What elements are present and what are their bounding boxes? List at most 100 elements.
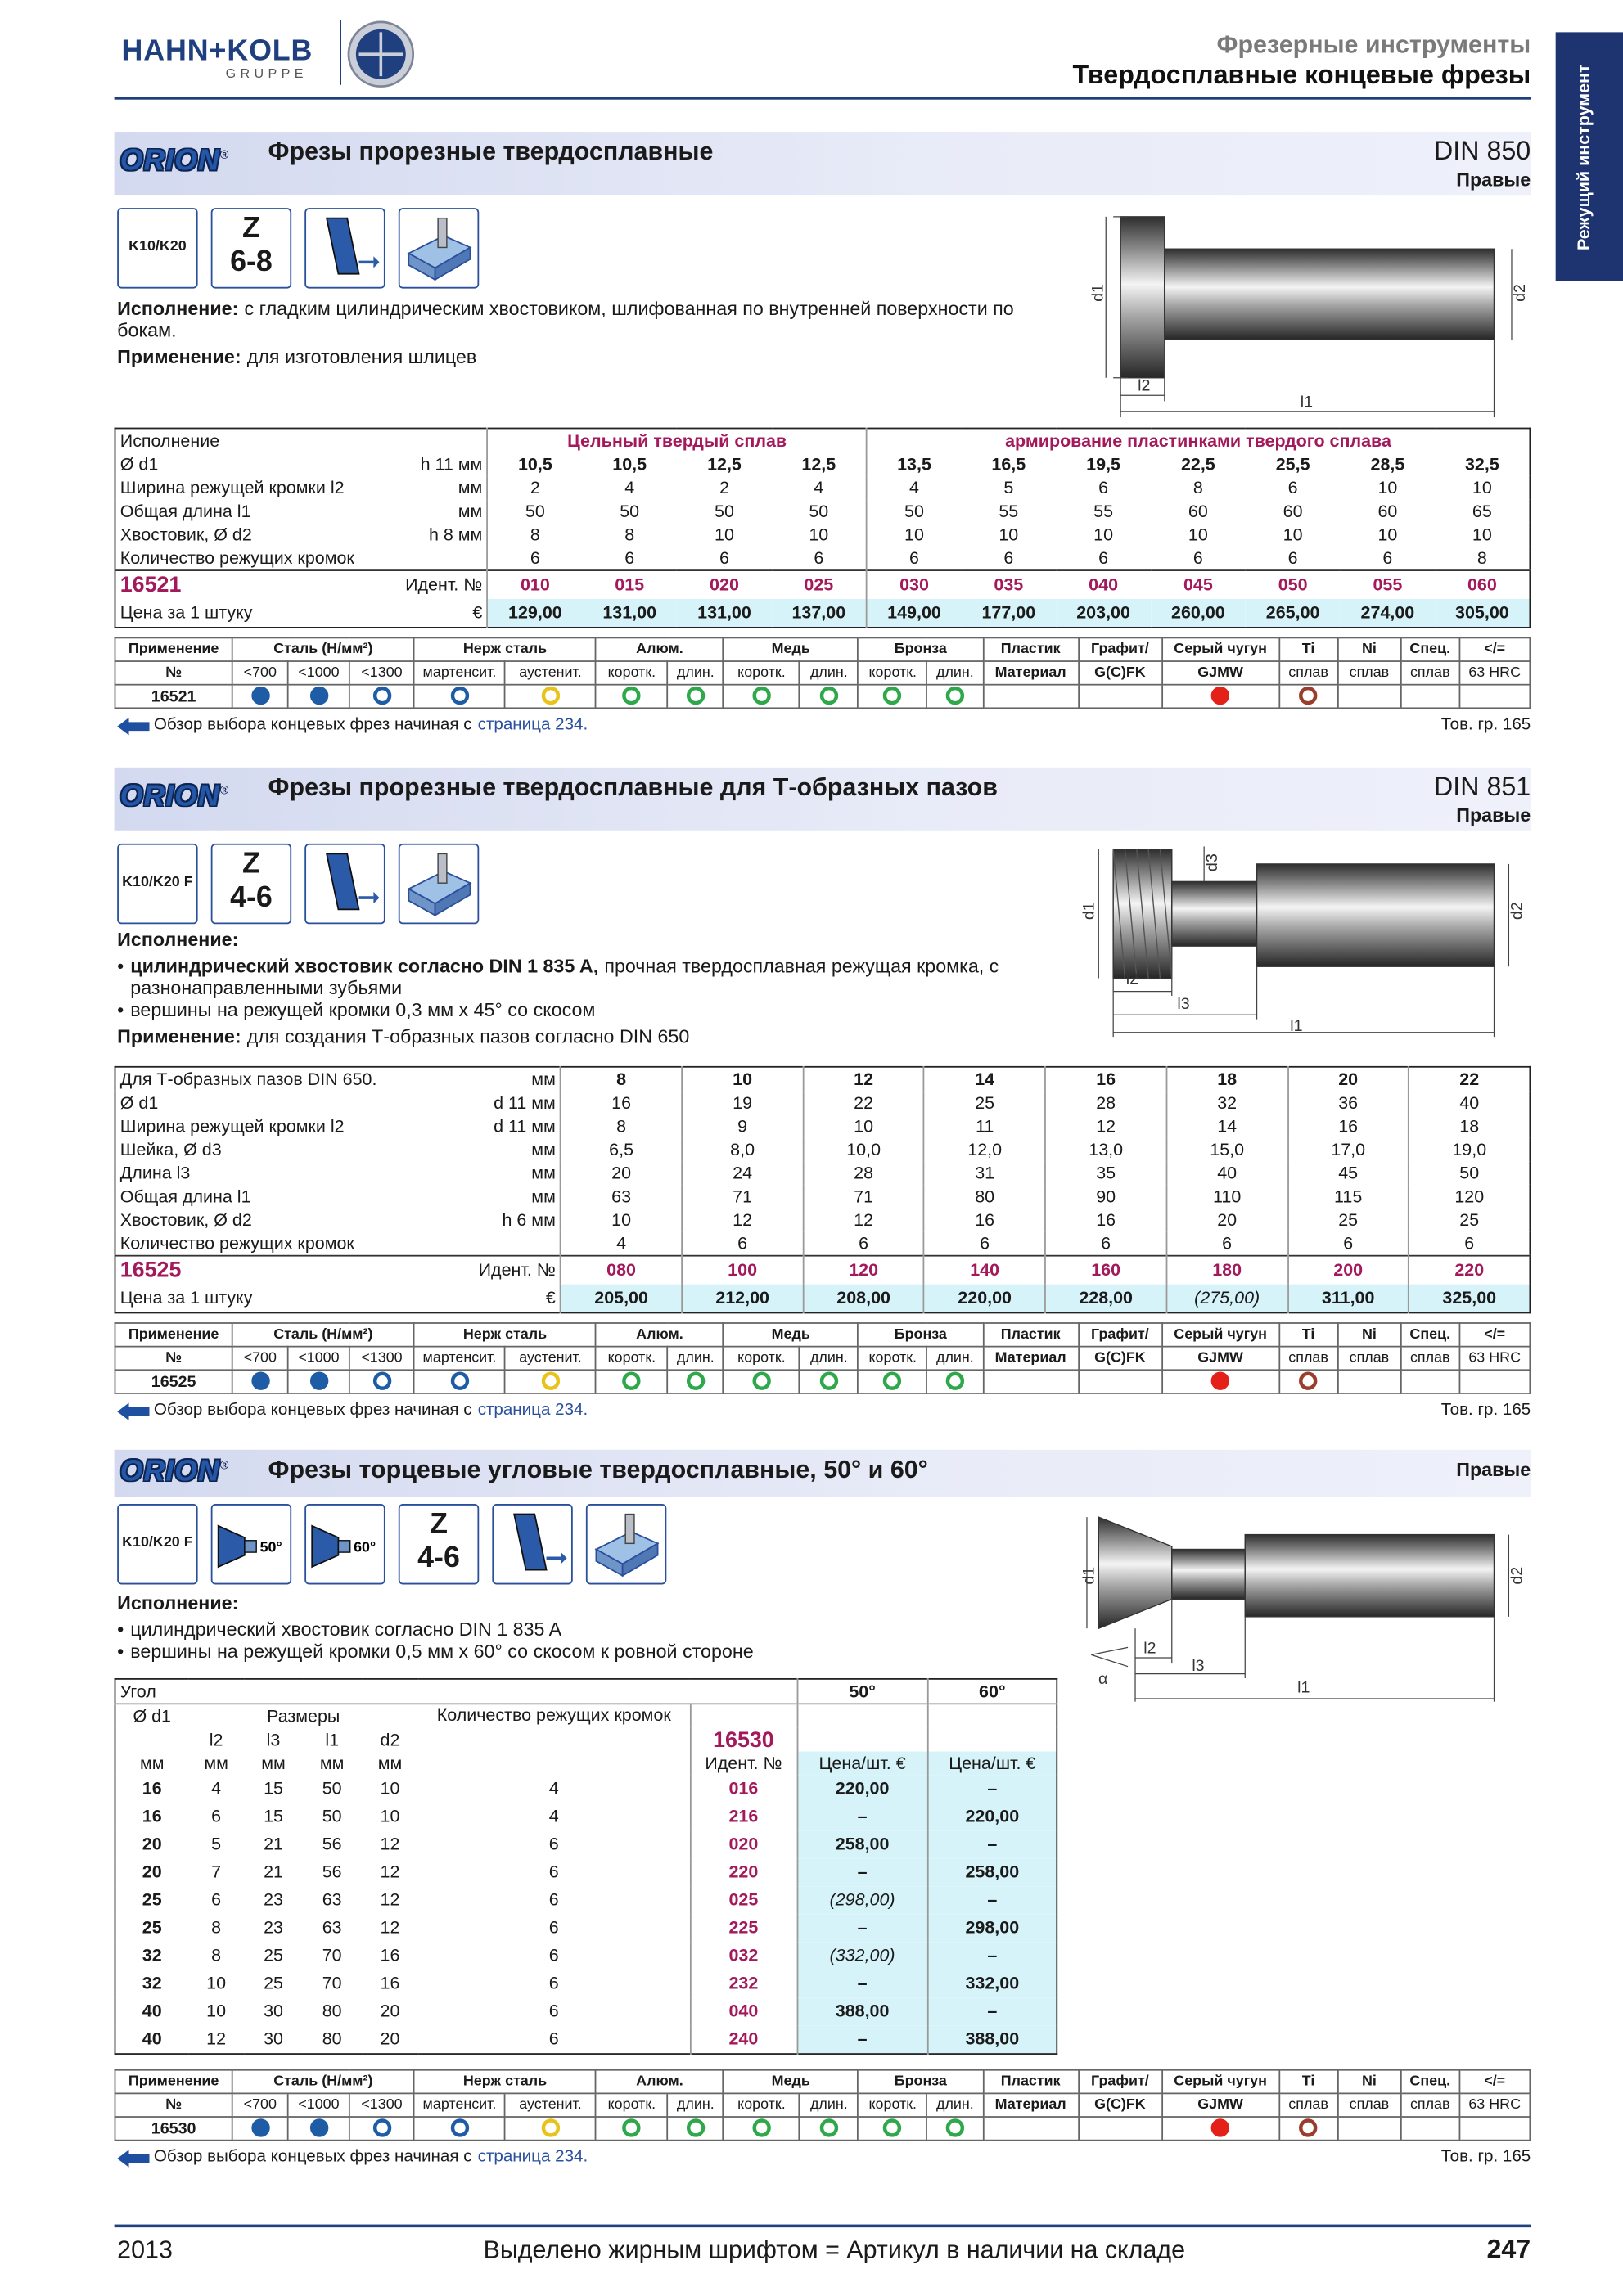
orion-logo: ORION® <box>120 145 229 178</box>
cell: 8 <box>624 523 635 544</box>
header-cell: Сталь (Н/мм²) <box>231 1322 415 1348</box>
din: DIN 851 <box>1434 772 1531 801</box>
cell: 035 <box>961 569 1057 599</box>
cell: 50 <box>715 500 734 521</box>
row-label: Количество режущих кромок <box>119 1232 354 1254</box>
suitability-icon <box>1210 2118 1230 2137</box>
price-label: Цена за 1 штуку <box>119 1287 253 1308</box>
group-label: Цельный твердый сплав <box>486 428 867 453</box>
header-cell: Графит/ <box>1077 1322 1163 1348</box>
dimension-label: l2 <box>1126 970 1138 988</box>
cell: 8 <box>1192 476 1203 497</box>
cell: 110 <box>1165 1184 1288 1209</box>
header-cell: сплав <box>1278 2092 1339 2118</box>
tool-shape <box>437 853 448 884</box>
tooth-line <box>1136 849 1149 979</box>
work-icon <box>407 853 472 917</box>
suitability-icon <box>250 2118 269 2137</box>
cell: 12,5 <box>801 452 836 474</box>
arrow-shape <box>117 1402 150 1421</box>
cell <box>1400 683 1460 709</box>
suitability-icon <box>686 687 705 705</box>
bullet: вершины на режущей кромки 0,5 мм x 60° с… <box>117 1640 1062 1662</box>
row-label: Ширина режущей кромки l2 <box>119 1114 345 1136</box>
row: Длина l3 мм 20 24 28 31 35 40 45 50 <box>115 1161 1531 1185</box>
hand: Правые <box>1456 168 1531 191</box>
badge <box>492 1504 573 1585</box>
cell: (298,00) <box>796 1886 928 1915</box>
header-cell: G(C)FK <box>1077 2092 1163 2118</box>
cell: 203,00 <box>1056 598 1151 628</box>
arrow-shape <box>117 717 150 736</box>
suitability-icon <box>945 687 965 705</box>
section-title: Фрезы прорезные твердосплавные <box>268 137 714 166</box>
badge: K10/K20 <box>117 208 198 289</box>
cell: 8 <box>560 1114 683 1138</box>
cell <box>1337 1369 1402 1394</box>
row: 16 6 15 50 10 4 216–220,00 <box>115 1803 1057 1831</box>
cell: 080 <box>560 1254 683 1285</box>
cell <box>349 2116 415 2141</box>
cell: 90 <box>1044 1184 1167 1209</box>
cell <box>666 2116 724 2141</box>
overview-link: страница 234. <box>477 1401 588 1420</box>
row: 16525 <box>114 1369 1531 1394</box>
cell: 16 <box>1287 1114 1409 1138</box>
header-cell: коротк. <box>722 2092 800 2118</box>
header-cell: мартенсит. <box>413 660 506 686</box>
cell: 311,00 <box>1287 1284 1409 1313</box>
suitability-dot <box>622 687 642 705</box>
cone-shank <box>244 1540 257 1553</box>
cell: 6 <box>1287 547 1298 568</box>
header-cell: Нерж сталь <box>413 637 597 662</box>
row-label: Ширина режущей кромки l2 <box>119 476 345 497</box>
cell: 50 <box>322 1805 342 1826</box>
header-cell: сплав <box>1278 660 1339 686</box>
header-cell: Алюм. <box>595 637 724 662</box>
cell <box>722 1369 800 1394</box>
suitability-icon <box>752 2118 771 2137</box>
suitability-icon <box>819 2118 839 2137</box>
cell: 6 <box>548 2000 559 2021</box>
suitability-icon <box>309 2118 328 2137</box>
cell <box>1161 683 1280 709</box>
header-cell: коротк. <box>857 2092 928 2118</box>
group-label: армирование пластинками твердого сплава <box>865 428 1531 453</box>
cell: 16,5 <box>991 452 1026 474</box>
row: l2 l3 l1 d2 <box>115 1728 1057 1752</box>
suitability-icon <box>622 2118 642 2137</box>
tooth-line <box>1159 849 1173 979</box>
cell: 10,5 <box>486 452 583 476</box>
cell: 25,5 <box>1275 452 1310 474</box>
cell: 6,5 <box>560 1137 683 1162</box>
id-label: Идент. № <box>405 573 483 594</box>
bullets: цилиндрический хвостовик согласно DIN 1 … <box>117 1618 1062 1663</box>
suitability-icon <box>1210 687 1230 705</box>
id-label: Идент. № <box>689 1751 797 1776</box>
suitability-icon <box>686 1371 705 1391</box>
cell <box>1458 683 1531 709</box>
edge-shape <box>326 217 360 275</box>
header-cell: коротк. <box>857 1345 928 1371</box>
header-cell: сплав <box>1337 1345 1402 1371</box>
header-cell: Алюм. <box>595 2069 724 2095</box>
header-cell: Ti <box>1278 1322 1339 1348</box>
cell: 32 <box>1165 1091 1288 1114</box>
cell <box>231 2116 289 2141</box>
suitability-dot <box>945 2118 965 2137</box>
header-cell: Ni <box>1337 2069 1402 2095</box>
spec-table: Исполнение Цельный твердый сплав армирован… <box>114 427 1531 628</box>
dimension-label: d2 <box>1508 902 1526 920</box>
cell <box>1278 683 1339 709</box>
cell: 10 <box>1472 523 1492 544</box>
cell <box>1400 1369 1460 1394</box>
logo-mark: ® <box>219 784 230 798</box>
cell: 9 <box>681 1114 804 1138</box>
cell: 274,00 <box>1340 598 1436 628</box>
suitability-dot <box>250 687 269 705</box>
header-cell: Бронза <box>857 1322 984 1348</box>
z-letter: Z <box>242 848 260 880</box>
cell: 030 <box>865 569 962 599</box>
header-cell: аустенит. <box>504 660 597 686</box>
cell: 4 <box>865 475 962 500</box>
